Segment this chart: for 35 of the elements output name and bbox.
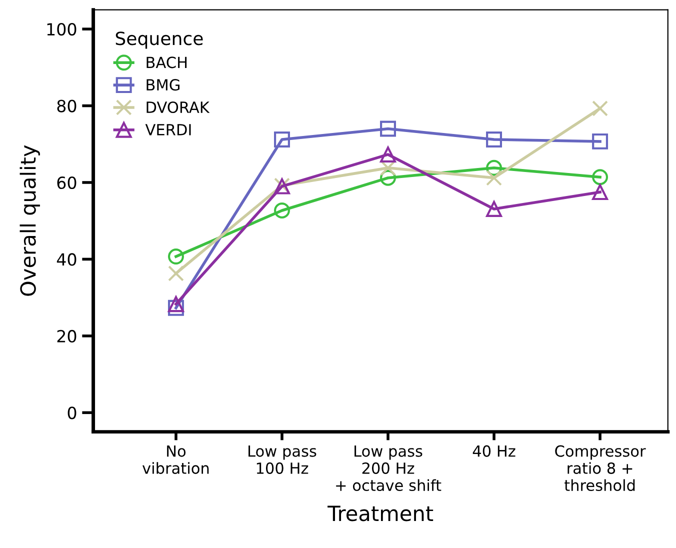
y-tick-label: 80	[57, 100, 76, 112]
point	[168, 300, 184, 316]
point	[168, 248, 184, 265]
point	[486, 160, 502, 176]
point	[592, 133, 608, 150]
y-tick-label: 100	[47, 23, 76, 36]
x-tick-label: Low pass 100 Hz	[248, 445, 316, 474]
point	[486, 200, 502, 217]
legend-label: BACH	[146, 56, 187, 68]
x-tick-label: 40 Hz	[472, 445, 516, 457]
legend-label: BMG	[146, 79, 180, 91]
point	[486, 132, 502, 148]
legend-title: Sequence	[116, 32, 203, 49]
y-tick-label: 40	[56, 253, 76, 266]
x-tick-label: Compressor ratio 8 + threshold	[555, 445, 646, 492]
point	[168, 296, 184, 312]
point	[274, 202, 290, 218]
point	[380, 146, 396, 162]
point	[380, 170, 396, 186]
y-axis-title: Overall quality	[20, 145, 40, 296]
point	[274, 132, 290, 148]
point	[592, 169, 608, 186]
point	[592, 100, 608, 116]
y-tick-label: 20	[57, 330, 76, 342]
x-tick-label: Low pass 200 Hz + octave shift	[336, 445, 442, 492]
x-axis-title: Treatment	[328, 506, 434, 522]
point	[592, 184, 608, 200]
y-tick-label: 60	[57, 176, 76, 190]
legend-label: VERDI	[145, 124, 191, 136]
point	[168, 265, 184, 282]
point	[380, 120, 396, 137]
legend-label: DVORAK	[146, 101, 210, 114]
x-tick-label: No vibration	[142, 445, 209, 474]
point	[486, 170, 502, 186]
y-tick-label: 0	[68, 406, 76, 420]
